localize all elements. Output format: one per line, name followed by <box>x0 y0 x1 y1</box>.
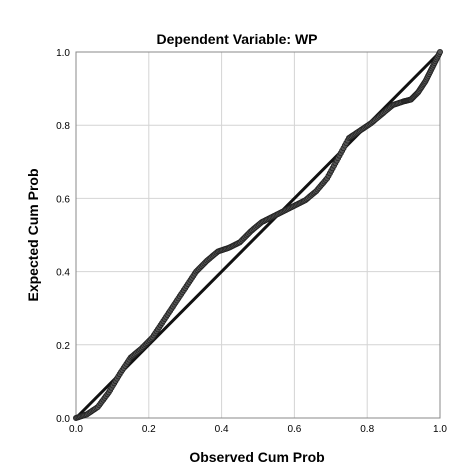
reference-line-group <box>74 50 442 420</box>
y-tick-labels: 0.0 0.2 0.4 0.6 0.8 1.0 <box>56 48 70 425</box>
chart-title: Dependent Variable: WP <box>156 31 317 47</box>
x-axis-title: Observed Cum Prob <box>189 449 324 465</box>
y-axis-title: Expected Cum Prob <box>25 168 41 301</box>
plot-frame <box>75 51 441 419</box>
x-tick-label: 0.2 <box>142 424 156 435</box>
y-tick-label: 0.4 <box>56 268 70 279</box>
y-tick-label: 0.2 <box>56 341 70 352</box>
x-tick-label: 0.0 <box>69 424 83 435</box>
grid-lines <box>76 52 440 418</box>
points-group <box>73 49 443 421</box>
x-tick-label: 0.4 <box>215 424 229 435</box>
data-point <box>436 49 443 56</box>
y-tick-label: 0.8 <box>56 121 70 132</box>
reference-line <box>74 50 442 420</box>
y-tick-label: 0.6 <box>56 194 70 205</box>
x-tick-label: 0.8 <box>360 424 374 435</box>
x-tick-label: 0.6 <box>287 424 301 435</box>
x-tick-label: 1.0 <box>433 424 447 435</box>
x-tick-labels: 0.0 0.2 0.4 0.6 0.8 1.0 <box>69 424 447 435</box>
y-tick-label: 0.0 <box>56 414 70 425</box>
y-tick-label: 1.0 <box>56 48 70 59</box>
